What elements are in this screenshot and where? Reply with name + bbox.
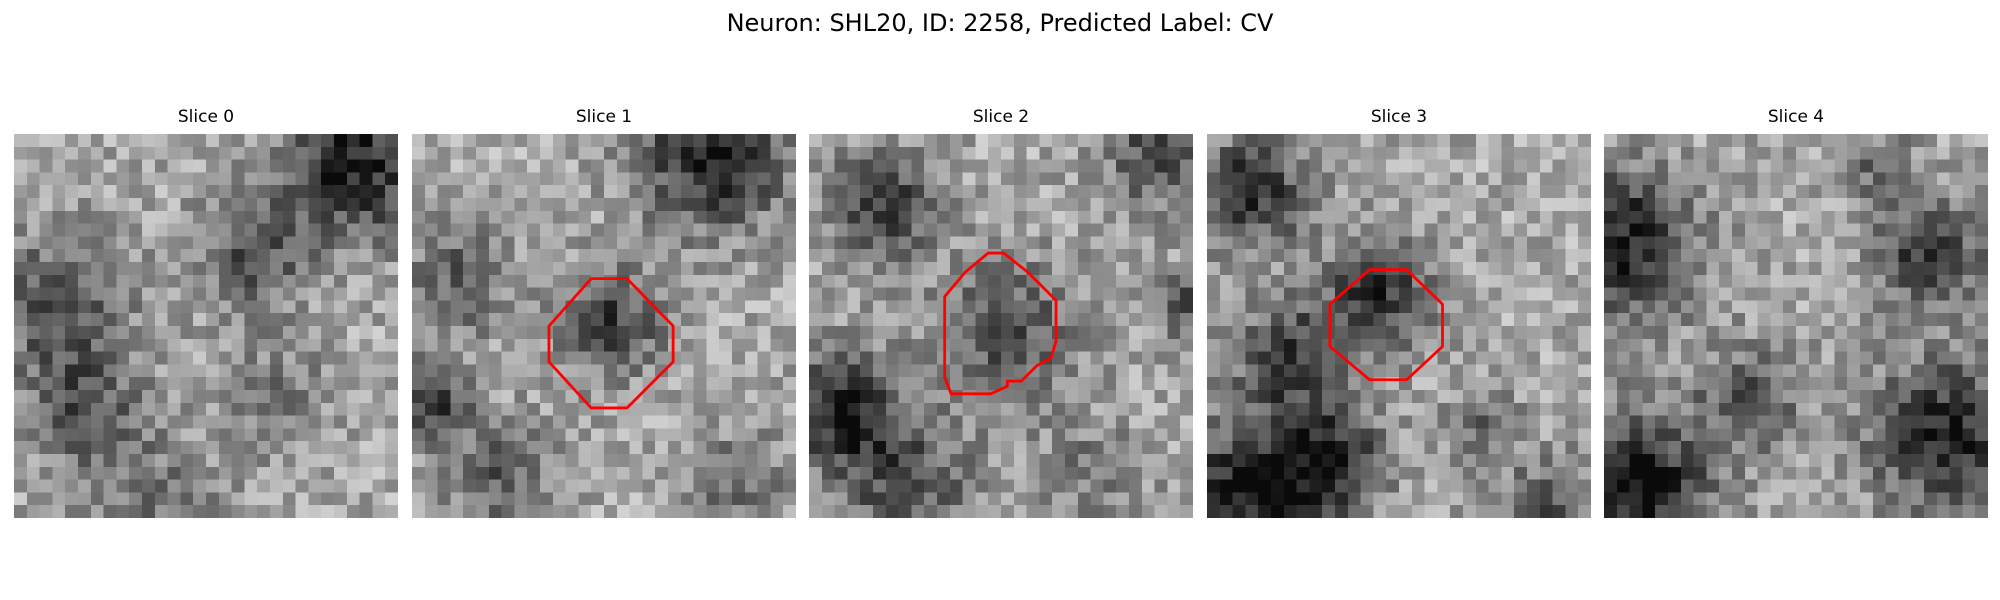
slice-panel: Slice 2 — [809, 106, 1193, 520]
slice-image — [14, 134, 398, 518]
slice-panel: Slice 3 — [1207, 106, 1591, 520]
slice-title: Slice 4 — [1767, 107, 1825, 127]
pixel-grid — [1207, 134, 1591, 518]
slice-image — [1604, 134, 1988, 518]
slice-panel: Slice 1 — [412, 106, 796, 520]
pixel-grid — [1604, 134, 1988, 518]
slice-panel: Slice 0 — [14, 106, 398, 520]
slice-image — [412, 134, 796, 518]
neuron-outline — [1328, 268, 1444, 382]
pixel-grid — [14, 134, 398, 518]
slice-panel: Slice 4 — [1604, 106, 1988, 520]
neuron-outline — [547, 277, 675, 410]
neuron-outline — [943, 251, 1058, 396]
pixel-grid — [809, 134, 1193, 518]
slice-image — [1207, 134, 1591, 518]
slice-title: Slice 1 — [575, 107, 633, 127]
figure-title: Neuron: SHL20, ID: 2258, Predicted Label… — [726, 9, 1274, 37]
slice-image — [809, 134, 1193, 518]
slice-title: Slice 2 — [972, 107, 1030, 127]
slice-title: Slice 3 — [1370, 107, 1428, 127]
slice-title: Slice 0 — [177, 107, 235, 127]
pixel-grid — [412, 134, 796, 518]
